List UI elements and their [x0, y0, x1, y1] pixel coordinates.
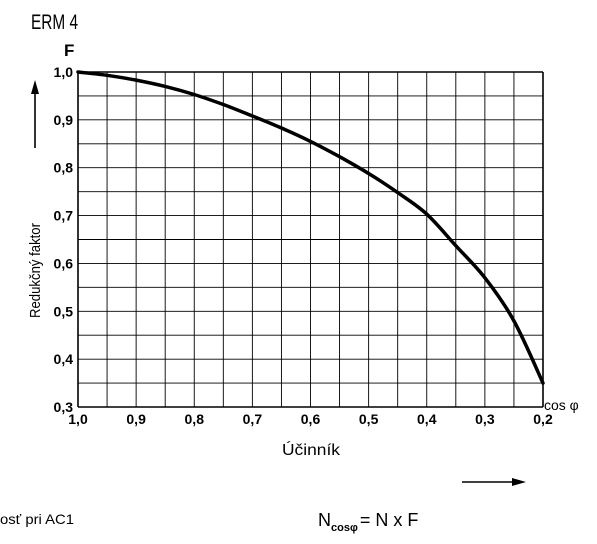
data-point	[338, 155, 341, 158]
y-tick-label: 0,8	[54, 160, 74, 176]
data-point	[541, 381, 545, 385]
chart-title: ERM 4	[31, 11, 78, 34]
y-tick-labels: 0,3 0,4 0,5 0,6 0,7 0,8 0,9 1,0	[54, 64, 74, 415]
x-tick-label: 0,9	[126, 411, 146, 427]
y-tick-label: 0,5	[54, 303, 74, 319]
x-tick-label: 0,5	[359, 411, 379, 427]
chart-grid	[77, 71, 544, 408]
data-point	[396, 191, 399, 194]
y-tick-label: 0,9	[54, 112, 74, 128]
data-point	[222, 103, 225, 106]
x-tick-label: 0,8	[185, 411, 205, 427]
formula-rhs: = N x F	[360, 510, 419, 530]
x-tick-label: 0,4	[417, 411, 437, 427]
y-axis-symbol: F	[64, 41, 74, 60]
data-point	[134, 78, 138, 82]
y-axis-label: Redukčný faktor	[27, 223, 44, 318]
data-point	[251, 114, 254, 118]
data-point	[367, 172, 370, 175]
series-points	[76, 70, 545, 385]
data-point	[425, 212, 428, 216]
formula-lhs-sub: cosφ	[331, 522, 358, 534]
y-tick-label: 0,7	[54, 208, 74, 224]
formula-lhs: N	[318, 510, 331, 530]
y-tick-label: 0,3	[54, 399, 74, 415]
data-point	[163, 85, 167, 88]
x-tick-label: 0,2	[533, 411, 553, 427]
x-tick-label: 0,3	[475, 411, 495, 427]
x-tick-label: 0,7	[243, 411, 263, 427]
y-tick-label: 0,6	[54, 255, 74, 271]
x-tick-label: 1,0	[68, 411, 88, 427]
data-point	[193, 93, 196, 96]
data-point	[280, 126, 283, 130]
svg-text:Ncosφ= N x F: Ncosφ = N x F	[318, 510, 418, 534]
data-point	[454, 244, 458, 247]
x-axis-arrow	[462, 478, 526, 486]
x-tick-label: 0,6	[301, 411, 321, 427]
data-point	[309, 140, 312, 143]
x-axis-label: Účinník	[282, 440, 341, 459]
y-tick-label: 0,4	[54, 351, 74, 367]
y-axis-arrow	[31, 80, 39, 148]
footnote-left: osť pri AC1	[0, 511, 74, 527]
data-point	[512, 319, 516, 323]
data-point	[483, 276, 487, 279]
data-point	[76, 70, 80, 74]
data-point	[105, 74, 109, 77]
x-tick-labels: 1,0 0,9 0,8 0,7 0,6 0,5 0,4 0,3 0,2	[68, 411, 553, 427]
formula: Ncosφ = N x F	[318, 510, 418, 534]
x-axis-symbol: cos φ	[544, 397, 579, 413]
y-tick-label: 1,0	[54, 64, 74, 80]
